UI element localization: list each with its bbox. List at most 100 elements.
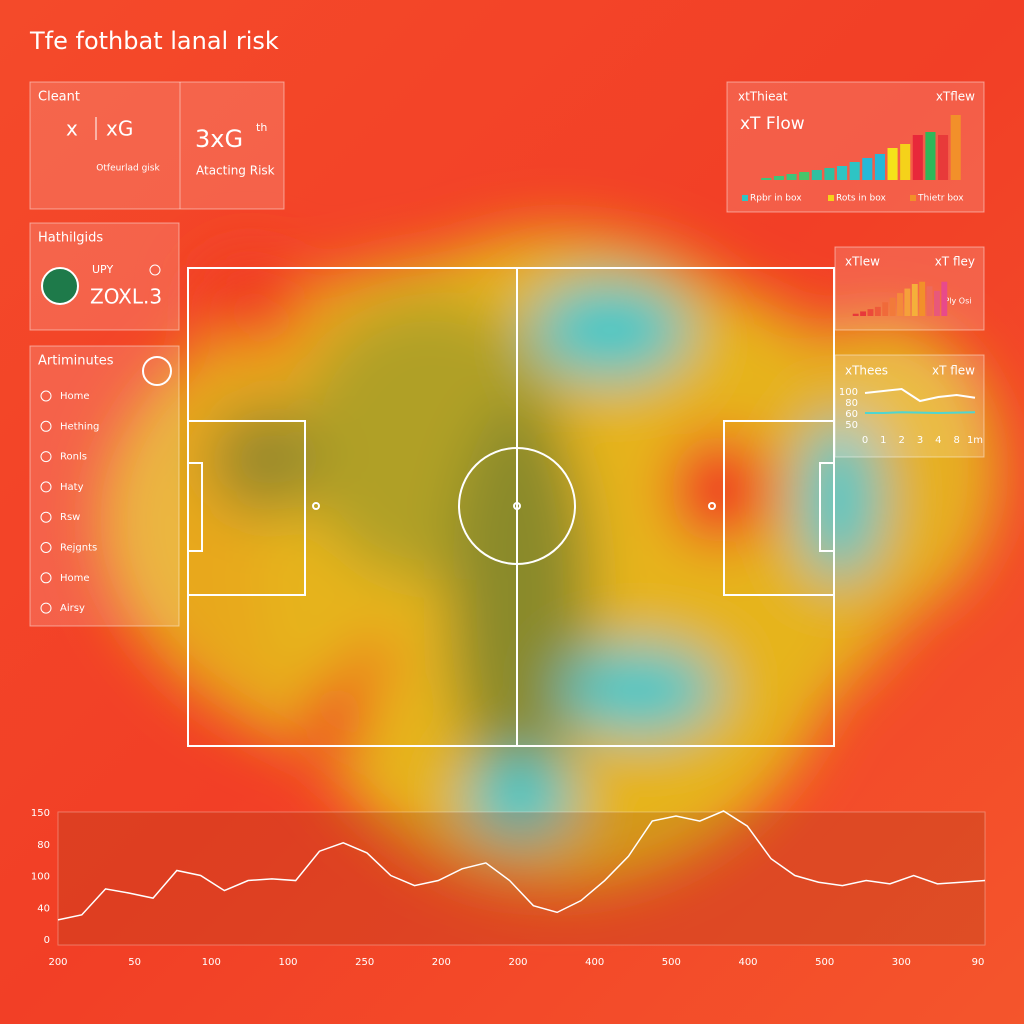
stat-sup: th [256,121,267,134]
x-label: 8 [953,435,959,446]
x-label: 400 [738,957,757,968]
menu-label: Rejgnts [60,543,97,554]
bar [926,286,933,316]
panel-title: Hathilgids [38,231,103,246]
menu-icon [40,511,52,523]
x-label: 1 [880,435,886,446]
goal-box [187,462,203,552]
x-label: 3 [917,435,923,446]
y-label: 40 [37,903,50,914]
menu-item[interactable]: Rejgnts [40,542,97,554]
bar [849,162,860,180]
stat-xg: xG [106,117,133,141]
bar [882,302,889,316]
legend-label: Thietr box [917,194,964,204]
bar [889,297,896,316]
bar [887,148,898,180]
menu-badge [142,356,172,386]
menu-panel [29,345,180,627]
bar [852,313,859,316]
y-label: 80 [845,398,858,409]
menu-icon [40,420,52,432]
bar [837,166,848,180]
stat-big: 3xG [195,125,243,153]
highlights-tag: UPY [92,263,113,276]
y-label: 150 [31,808,50,819]
chart-note: Ply Osi [944,297,971,306]
menu-icon [40,542,52,553]
bar [911,284,918,316]
menu-list: Home Hething Ronls Haty Rsw Rejgnts Home Airsy [40,390,99,614]
legend-swatch [742,195,748,201]
chart-title: xtThieat [738,90,788,104]
stat-note: Otfeurlad gisk [96,164,160,174]
plot-area [57,811,986,946]
menu-item[interactable]: Haty [40,481,84,493]
menu-label: Ronls [60,452,87,463]
bar [919,281,926,316]
stat-x: x [66,117,78,141]
menu-icon [40,451,52,463]
bar [862,158,873,180]
menu-label: Home [60,391,90,402]
y-label: 0 [44,935,50,946]
y-label: 100 [31,872,50,883]
x-label: 500 [662,957,681,968]
menu-item[interactable]: Rsw [40,511,80,523]
stat-caption: Atacting Risk [196,164,275,178]
y-label: 50 [845,420,858,431]
x-label: 400 [585,957,604,968]
x-label: 500 [815,957,834,968]
line [864,387,976,403]
chart-subtitle: xT Flow [740,114,805,134]
menu-label: Home [60,573,90,584]
stat-panel [29,81,285,210]
menu-item[interactable]: Ronls [40,451,87,463]
bar [824,168,835,180]
menu-item[interactable]: Home [40,390,90,402]
bar [874,154,885,180]
x-label: 0 [862,435,868,446]
chart-title: xTlew [845,255,880,269]
y-label: 60 [845,409,858,420]
penalty-spot [312,502,320,510]
x-label: 50 [128,957,141,968]
menu-label: Hething [60,421,99,432]
chart-panel [834,354,985,458]
pitch [187,267,835,747]
menu-item[interactable]: Hething [40,420,99,432]
x-label: 4 [935,435,941,446]
x-label: 200 [432,957,451,968]
x-label: 100 [202,957,221,968]
icon [149,264,161,276]
x-label: 300 [892,957,911,968]
center-circle [458,447,576,565]
menu-item[interactable]: Airsy [40,602,85,614]
penalty-spot [708,502,716,510]
chart-title: xThees [845,364,888,378]
y-label: 100 [839,387,858,398]
x-label: 2 [898,435,904,446]
menu-icon [40,602,52,614]
menu-icon [40,481,52,493]
bar [933,290,940,316]
bar [799,172,810,180]
x-label: 200 [508,957,527,968]
bar [867,309,874,316]
bar [811,170,822,180]
bar [941,281,948,316]
menu-item[interactable]: Home [40,572,90,584]
chart-label: xT flew [932,364,975,378]
bar [904,288,911,316]
line [865,411,976,415]
x-label: 1m [967,435,983,446]
menu-icon [40,390,52,402]
x-label: 250 [355,957,374,968]
menu-label: Rsw [60,512,80,523]
x-label: 90 [972,957,985,968]
chart-label: xTflew [936,90,975,104]
highlights-value: ZOXL.3 [90,285,162,309]
bar [773,176,784,180]
bar [925,132,936,180]
